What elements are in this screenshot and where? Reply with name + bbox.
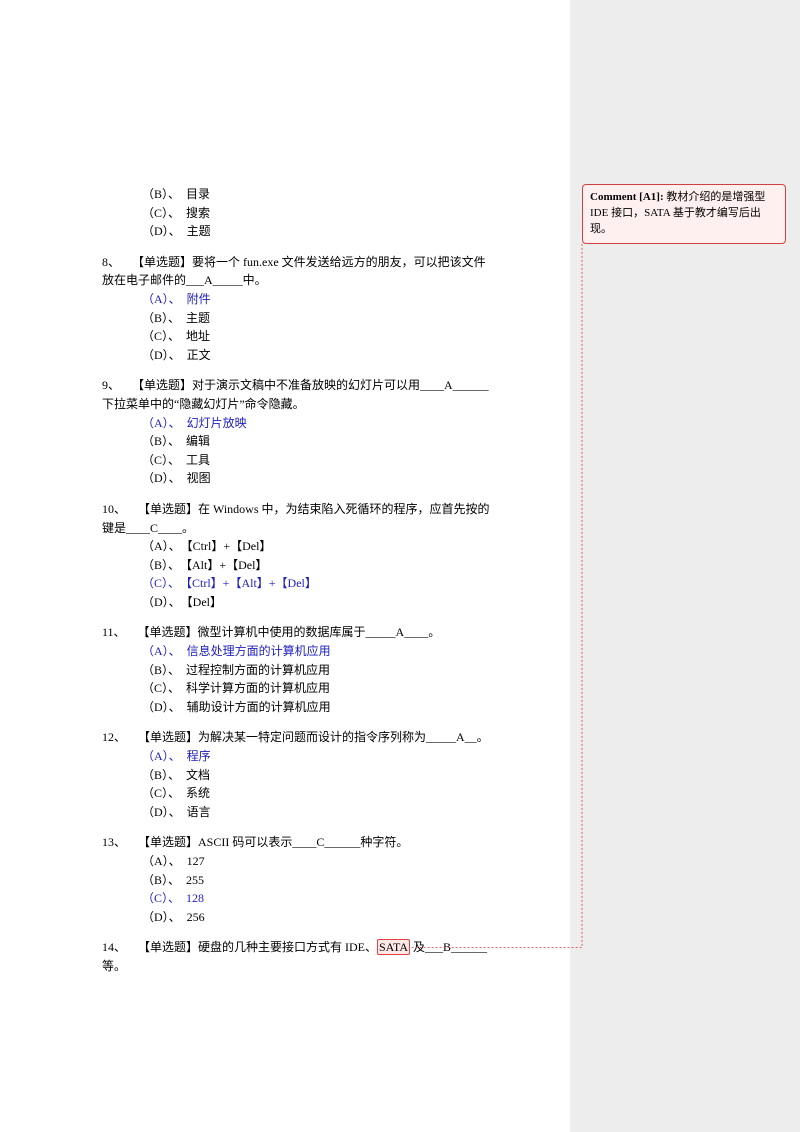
q11-option-c: （C）、 科学计算方面的计算机应用 bbox=[142, 679, 490, 698]
q11-options: （A）、 信息处理方面的计算机应用 （B）、 过程控制方面的计算机应用 （C）、… bbox=[102, 642, 490, 716]
q12-option-b: （B）、 文档 bbox=[142, 766, 490, 785]
q10-option-b: （B）、 【Alt】+【Del】 bbox=[142, 556, 490, 575]
comment-label: Comment [A1]: bbox=[590, 191, 664, 203]
q8-option-d: （D）、 正文 bbox=[142, 346, 490, 365]
q13-option-c: （C）、 128 bbox=[142, 889, 490, 908]
q11-option-a: （A）、 信息处理方面的计算机应用 bbox=[142, 642, 490, 661]
option-b: （B）、 目录 bbox=[142, 185, 490, 204]
q8-stem: 8、 【单选题】要将一个 fun.exe 文件发送给远方的朋友，可以把该文件放在… bbox=[102, 253, 490, 290]
q10-option-d: （D）、 【Del】 bbox=[142, 593, 490, 612]
fragment-options: （B）、 目录 （C）、 搜索 （D）、 主题 bbox=[102, 185, 490, 241]
q12-option-a: （A）、 程序 bbox=[142, 747, 490, 766]
q13-stem: 13、 【单选题】ASCII 码可以表示____C______种字符。 bbox=[102, 833, 490, 852]
q9-option-d: （D）、 视图 bbox=[142, 469, 490, 488]
q8-option-c: （C）、 地址 bbox=[142, 327, 490, 346]
q11-stem: 11、 【单选题】微型计算机中使用的数据库属于_____A____。 bbox=[102, 623, 490, 642]
q9-option-b: （B）、 编辑 bbox=[142, 432, 490, 451]
q14-stem: 14、 【单选题】硬盘的几种主要接口方式有 IDE、SATA 及___B____… bbox=[102, 938, 490, 975]
q12-option-c: （C）、 系统 bbox=[142, 784, 490, 803]
q13-option-b: （B）、 255 bbox=[142, 871, 490, 890]
q10-options: （A）、 【Ctrl】+【Del】 （B）、 【Alt】+【Del】 （C）、 … bbox=[102, 537, 490, 611]
comment-balloon[interactable]: Comment [A1]: 教材介绍的是增强型 IDE 接口，SATA 基于教才… bbox=[582, 184, 786, 244]
q9-options: （A）、 幻灯片放映 （B）、 编辑 （C）、 工具 （D）、 视图 bbox=[102, 414, 490, 488]
q9-option-c: （C）、 工具 bbox=[142, 451, 490, 470]
q12-options: （A）、 程序 （B）、 文档 （C）、 系统 （D）、 语言 bbox=[102, 747, 490, 821]
q14-stem-pre: 14、 【单选题】硬盘的几种主要接口方式有 IDE、 bbox=[102, 940, 377, 954]
q13-option-d: （D）、 256 bbox=[142, 908, 490, 927]
q12-stem: 12、 【单选题】为解决某一特定问题而设计的指令序列称为_____A__。 bbox=[102, 728, 490, 747]
q10-option-a: （A）、 【Ctrl】+【Del】 bbox=[142, 537, 490, 556]
q9-stem: 9、 【单选题】对于演示文稿中不准备放映的幻灯片可以用____A______下拉… bbox=[102, 376, 490, 413]
q13-options: （A）、 127 （B）、 255 （C）、 128 （D）、 256 bbox=[102, 852, 490, 926]
q12-option-d: （D）、 语言 bbox=[142, 803, 490, 822]
sata-highlight: SATA bbox=[377, 939, 410, 955]
q8-option-b: （B）、 主题 bbox=[142, 309, 490, 328]
q9-option-a: （A）、 幻灯片放映 bbox=[142, 414, 490, 433]
q11-option-b: （B）、 过程控制方面的计算机应用 bbox=[142, 661, 490, 680]
q10-option-c: （C）、 【Ctrl】+【Alt】+【Del】 bbox=[142, 574, 490, 593]
q10-stem: 10、 【单选题】在 Windows 中，为结束陷入死循环的程序，应首先按的键是… bbox=[102, 500, 490, 537]
option-c: （C）、 搜索 bbox=[142, 204, 490, 223]
q13-option-a: （A）、 127 bbox=[142, 852, 490, 871]
q8-option-a: （A）、 附件 bbox=[142, 290, 490, 309]
q11-option-d: （D）、 辅助设计方面的计算机应用 bbox=[142, 698, 490, 717]
q8-options: （A）、 附件 （B）、 主题 （C）、 地址 （D）、 正文 bbox=[102, 290, 490, 364]
document-page: （B）、 目录 （C）、 搜索 （D）、 主题 8、 【单选题】要将一个 fun… bbox=[0, 0, 570, 1132]
option-d: （D）、 主题 bbox=[142, 222, 490, 241]
